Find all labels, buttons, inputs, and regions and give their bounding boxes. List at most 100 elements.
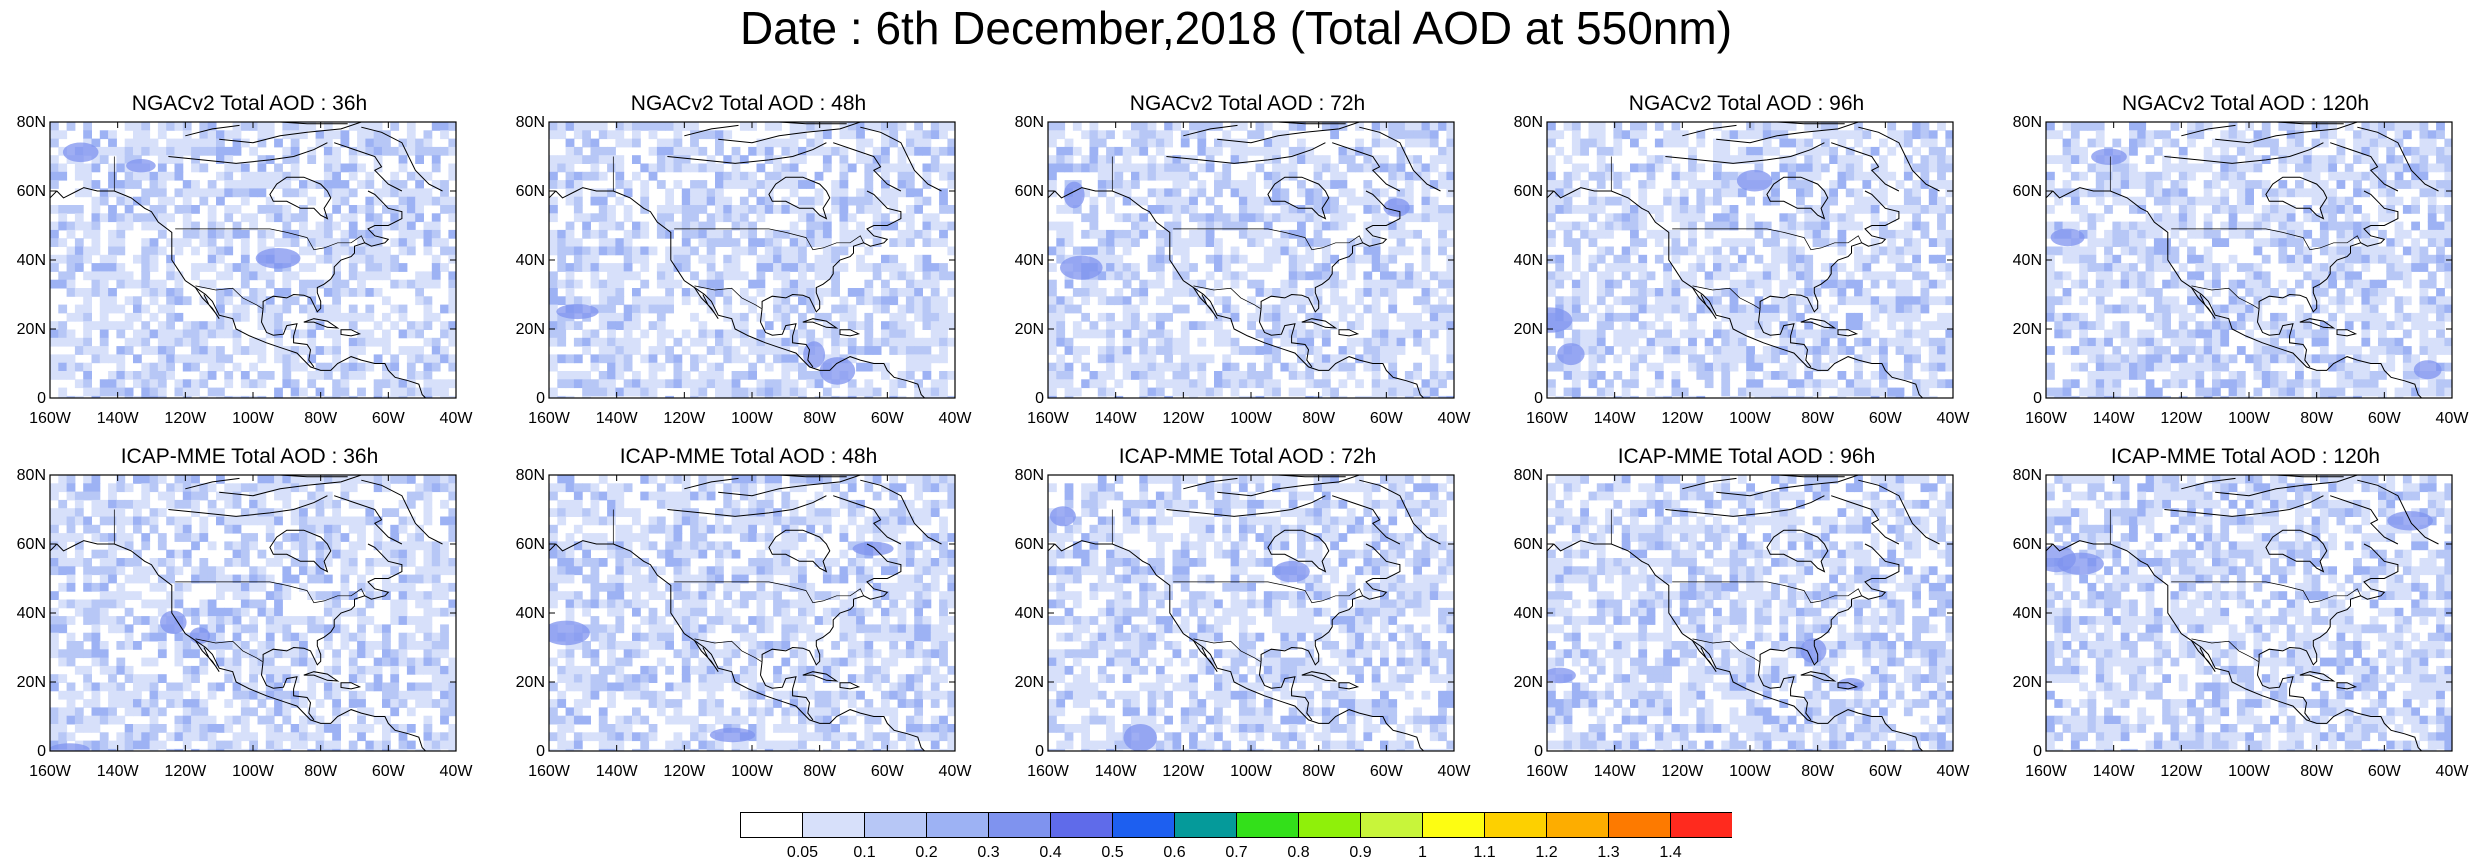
coastlines (549, 475, 942, 751)
colorbar-box (1298, 812, 1361, 838)
map-plot: 0 20N 40N 60N 80N 160W 140W 120W 100W 80W 60W 40W (2013, 114, 2470, 427)
colorbar-box (1050, 812, 1113, 838)
lon-tick-label: 140W (1594, 410, 1637, 427)
lon-tick-label: 100W (232, 410, 275, 427)
lon-tick-label: 40W (1937, 763, 1971, 780)
colorbar-label: 0.9 (1349, 844, 1371, 860)
panel-title: NGACv2 Total AOD : 120h (2121, 92, 2370, 115)
lon-tick-label: 120W (663, 410, 706, 427)
colorbar-box (802, 812, 865, 838)
lat-tick-label: 40N (1514, 252, 1543, 269)
lat-tick-label: 60N (17, 536, 46, 553)
lon-tick-label: 100W (2228, 410, 2271, 427)
lat-tick-label: 40N (17, 252, 46, 269)
lat-tick-label: 60N (2013, 536, 2042, 553)
colorbar-box (1174, 812, 1237, 838)
lon-tick-label: 100W (731, 763, 774, 780)
lat-tick-label: 80N (17, 114, 46, 131)
lon-tick-label: 80W (2300, 763, 2334, 780)
lat-tick-label: 40N (516, 252, 545, 269)
lat-tick-label: 20N (17, 321, 46, 338)
map-panel: ICAP-MME Total AOD : 48h 0 20N 40N 60N 80N 160… (501, 445, 973, 790)
political-borders (2109, 156, 2362, 309)
colorbar-label: 0.4 (1039, 844, 1061, 860)
colorbar-label: 1.2 (1535, 844, 1557, 860)
political-borders (1610, 509, 1863, 662)
colorbar-box (864, 812, 927, 838)
aod-field (549, 122, 955, 398)
lat-tick-label: 20N (2013, 674, 2042, 691)
coastlines (2046, 122, 2439, 398)
political-borders (612, 156, 865, 309)
lon-tick-label: 60W (372, 410, 406, 427)
colorbar-box (1546, 812, 1609, 838)
panel-title: NGACv2 Total AOD : 48h (630, 92, 867, 115)
political-borders (2109, 509, 2362, 662)
lat-tick-label: 80N (2013, 467, 2042, 484)
lon-tick-label: 120W (1162, 410, 1205, 427)
lat-tick-label: 60N (17, 183, 46, 200)
panel-title: NGACv2 Total AOD : 96h (1628, 92, 1865, 115)
political-borders (1111, 509, 1364, 662)
coastlines (1048, 475, 1441, 751)
aod-field (549, 475, 955, 751)
coastlines (1547, 475, 1940, 751)
lon-tick-label: 60W (1869, 763, 1903, 780)
map-panel: NGACv2 Total AOD : 36h 0 20N 40N 60N 80N 160W 1… (2, 92, 474, 437)
map-plot: 0 20N 40N 60N 80N 160W 140W 120W 100W 80W 60W 40W (516, 467, 973, 780)
map-panel: ICAP-MME Total AOD : 72h 0 20N 40N 60N 80N 160… (1000, 445, 1472, 790)
lat-tick-label: 0 (2033, 743, 2042, 760)
lon-tick-label: 120W (1162, 763, 1205, 780)
aod-field (1048, 475, 1454, 751)
lat-tick-label: 20N (516, 674, 545, 691)
lat-tick-label: 0 (2033, 390, 2042, 407)
lat-tick-label: 80N (1514, 467, 1543, 484)
coastlines (50, 475, 443, 751)
lat-tick-label: 20N (1514, 674, 1543, 691)
lon-tick-label: 60W (2368, 763, 2402, 780)
lon-tick-label: 160W (1027, 410, 1070, 427)
colorbar-label: 0.5 (1101, 844, 1123, 860)
panel-title: NGACv2 Total AOD : 72h (1129, 92, 1366, 115)
colorbar-box (926, 812, 989, 838)
lon-tick-label: 160W (29, 410, 72, 427)
colorbar-box (1670, 812, 1732, 838)
lon-tick-label: 120W (1661, 410, 1704, 427)
lon-tick-label: 80W (304, 410, 338, 427)
colorbar-box (1236, 812, 1299, 838)
lat-tick-label: 40N (17, 605, 46, 622)
political-borders (113, 509, 366, 662)
lat-tick-label: 0 (1534, 743, 1543, 760)
map-plot: 0 20N 40N 60N 80N 160W 140W 120W 100W 80W 60W 40W (516, 114, 973, 427)
lat-tick-label: 60N (1514, 183, 1543, 200)
map-panel: NGACv2 Total AOD : 120h 0 20N 40N 60N 80N 160W… (1998, 92, 2470, 437)
panel-title: ICAP-MME Total AOD : 72h (1118, 445, 1377, 468)
lon-tick-label: 140W (596, 763, 639, 780)
lon-tick-label: 100W (731, 410, 774, 427)
lon-tick-label: 160W (528, 763, 571, 780)
lat-tick-label: 40N (2013, 252, 2042, 269)
lon-tick-label: 40W (440, 410, 474, 427)
lat-tick-label: 20N (17, 674, 46, 691)
lon-tick-label: 160W (528, 410, 571, 427)
lon-tick-label: 40W (939, 410, 973, 427)
political-borders (1111, 156, 1364, 309)
lat-tick-label: 0 (536, 743, 545, 760)
panel-title: ICAP-MME Total AOD : 96h (1617, 445, 1876, 468)
lon-tick-label: 160W (1526, 410, 1569, 427)
map-plot: 0 20N 40N 60N 80N 160W 140W 120W 100W 80W 60W 40W (1015, 114, 1472, 427)
panel-title: ICAP-MME Total AOD : 48h (619, 445, 878, 468)
lat-tick-label: 0 (1534, 390, 1543, 407)
aod-field (50, 475, 456, 751)
lon-tick-label: 100W (1230, 763, 1273, 780)
lon-tick-label: 140W (596, 410, 639, 427)
lat-tick-label: 60N (1015, 183, 1044, 200)
lon-tick-label: 40W (2436, 763, 2470, 780)
aod-field (1547, 475, 1953, 751)
lat-tick-label: 0 (1035, 390, 1044, 407)
aod-field (2046, 122, 2452, 398)
lat-tick-label: 20N (1015, 674, 1044, 691)
lon-tick-label: 40W (440, 763, 474, 780)
map-panel: NGACv2 Total AOD : 96h 0 20N 40N 60N 80N 160W 1… (1499, 92, 1971, 437)
map-panel: ICAP-MME Total AOD : 120h 0 20N 40N 60N 80N 16… (1998, 445, 2470, 790)
